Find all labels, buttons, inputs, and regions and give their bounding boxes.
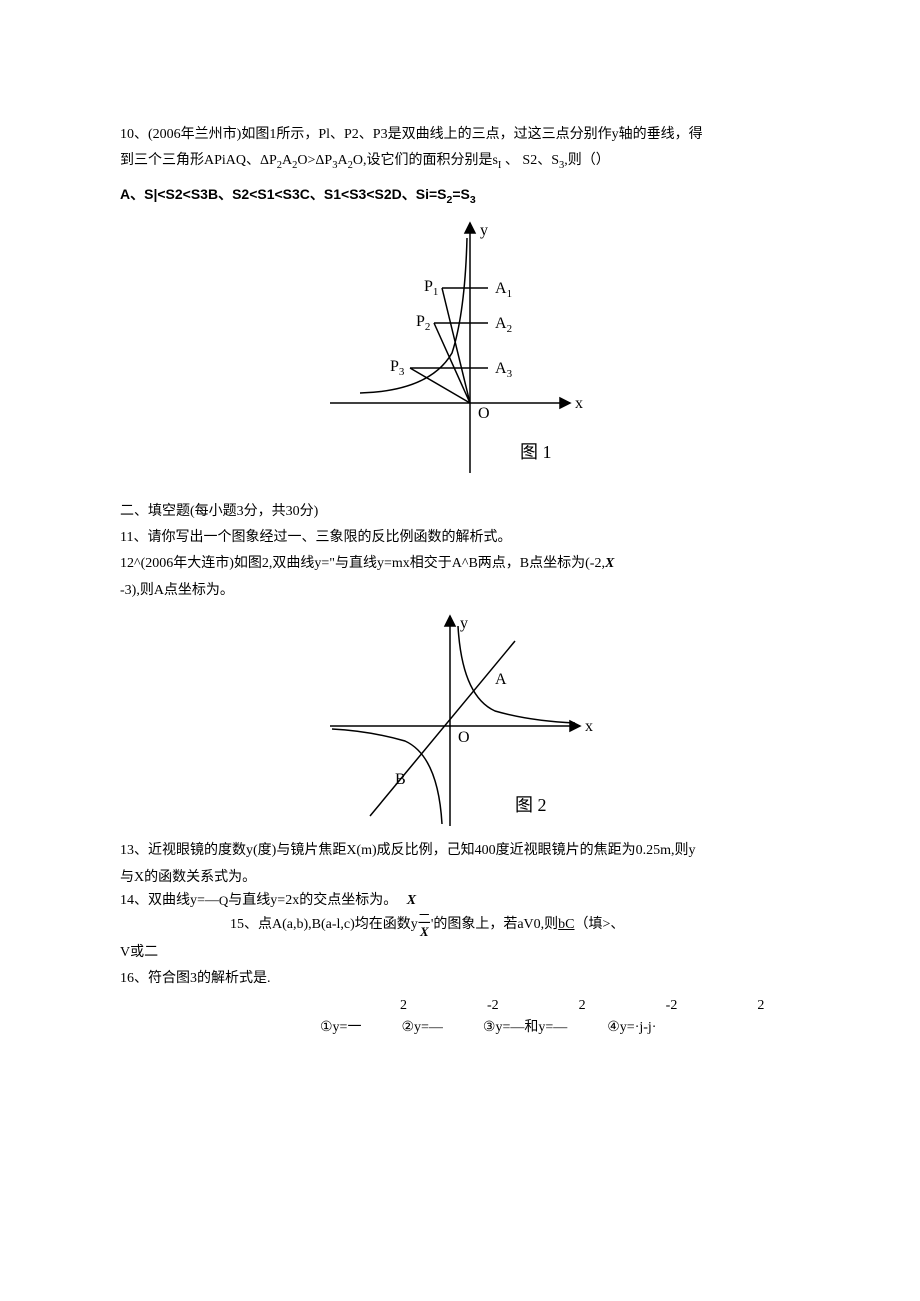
figure-1-container: y x O P1 P2 P3 A1 A2 A3 图 1 bbox=[120, 213, 800, 483]
q10-l2-c: O>ΔP bbox=[297, 153, 332, 168]
q15-c: （填>、 bbox=[575, 917, 625, 932]
q10-l2-e: O,设它们的面积分别是s bbox=[353, 153, 498, 168]
q14-frac: Q bbox=[219, 894, 228, 907]
q10-line1: 10、(2006年兰州市)如图1所示，Pl、P2、P3是双曲线上的三点，过这三点… bbox=[120, 124, 800, 146]
q10-l2-a: 到三个三角形APiAQ、ΔP bbox=[120, 153, 277, 168]
q16-tn-1: -2 bbox=[487, 995, 499, 1017]
q16-opt1: ①y=一 bbox=[320, 1017, 361, 1039]
q13-line1: 13、近视眼镜的度数y(度)与镜片焦距X(m)成反比例，己知400度近视眼镜片的… bbox=[120, 840, 800, 862]
q10-opt-a: A、S bbox=[120, 186, 153, 202]
fig2-y-label: y bbox=[460, 615, 468, 632]
q10-l2-d: A bbox=[337, 153, 347, 168]
q10-opt-b: |<S2<S3B、S2<S1<S3C、S1<S3<S2D、Si=S bbox=[153, 186, 446, 202]
q10-l2-b: A bbox=[282, 153, 292, 168]
q16-options-block: 2 -2 2 -2 2 ①y=一 ②y=— ③y=—和y=— ④y=·j-j· bbox=[320, 995, 800, 1040]
fig2-O-label: O bbox=[458, 729, 470, 746]
fig2-B-label: B bbox=[395, 771, 406, 788]
q13-line2: 与X的函数关系式为。 bbox=[120, 867, 800, 889]
q12-l1-text: 12^(2006年大连市)如图2,双曲线y="与直线y=mx相交于A^B两点，B… bbox=[120, 556, 605, 571]
fig1-caption: 图 1 bbox=[520, 442, 552, 462]
fig1-A2: A2 bbox=[495, 315, 512, 335]
figure-2: y x O A B 图 2 bbox=[310, 606, 610, 836]
q16-topnums: 2 -2 2 -2 2 bbox=[320, 995, 800, 1017]
q14-x: X bbox=[407, 893, 416, 908]
q15: 15、点A(a,b),B(a-l,c)均在函数y二X'的图象上，若aV0,则bC… bbox=[120, 912, 800, 938]
q16-options-row: ①y=一 ②y=— ③y=—和y=— ④y=·j-j· bbox=[320, 1017, 800, 1039]
q10-line2: 到三个三角形APiAQ、ΔP2A2O>ΔP3A2O,设它们的面积分别是sI 、 … bbox=[120, 150, 800, 175]
q10-l2-f: 、 S2、S bbox=[501, 153, 559, 168]
fig1-P3: P3 bbox=[390, 358, 405, 378]
fig2-caption: 图 2 bbox=[515, 795, 547, 815]
fig1-O-label: O bbox=[478, 405, 490, 422]
figure-1: y x O P1 P2 P3 A1 A2 A3 图 1 bbox=[320, 213, 600, 483]
q14-mid: 与直线y=2x的交点坐标为。 bbox=[228, 893, 397, 908]
q12-line2: -3),则A点坐标为。 bbox=[120, 580, 800, 602]
q10-l2-g: ,则（） bbox=[564, 153, 610, 168]
q12-l1-x: X bbox=[605, 556, 614, 571]
fig1-y-label: y bbox=[480, 222, 488, 239]
q16-tn-4: 2 bbox=[757, 995, 764, 1017]
q16-opt2: ②y=— bbox=[401, 1017, 442, 1039]
q15-b: '的图象上，若aV0,则 bbox=[431, 917, 558, 932]
q15-under: bC bbox=[558, 917, 574, 932]
q15-frac-num: 二 bbox=[418, 912, 431, 925]
q16-opt4: ④y=·j-j· bbox=[607, 1017, 656, 1039]
q16-opt3: ③y=—和y=— bbox=[483, 1017, 567, 1039]
q10-options: A、S|<S2<S3B、S2<S1<S3C、S1<S3<S2D、Si=S2=S3 bbox=[120, 183, 800, 209]
q11: 11、请你写出一个图象经过一、三象限的反比例函数的解析式。 bbox=[120, 527, 800, 549]
fig1-A1: A1 bbox=[495, 280, 512, 300]
fig1-A3: A3 bbox=[495, 360, 513, 380]
q14: 14、双曲线y=—Q与直线y=2x的交点坐标为。 X bbox=[120, 893, 800, 910]
q14-left: 14、双曲线y=— bbox=[120, 893, 219, 908]
q16-tn-2: 2 bbox=[579, 995, 586, 1017]
q15-line2: V或二 bbox=[120, 942, 800, 964]
q15-frac: 二X bbox=[418, 912, 431, 938]
q16-tn-0: 2 bbox=[400, 995, 407, 1017]
fig2-x-label: x bbox=[585, 718, 593, 735]
q10-opt-c: =S bbox=[452, 186, 470, 202]
fig2-A-label: A bbox=[495, 671, 507, 688]
q10-opt-s2: 3 bbox=[470, 194, 476, 206]
figure-2-container: y x O A B 图 2 bbox=[120, 606, 800, 836]
q15-frac-den: X bbox=[418, 925, 431, 938]
q12-line1: 12^(2006年大连市)如图2,双曲线y="与直线y=mx相交于A^B两点，B… bbox=[120, 553, 800, 575]
q16-tn-3: -2 bbox=[666, 995, 678, 1017]
q15-a: 15、点A(a,b),B(a-l,c)均在函数y bbox=[230, 917, 418, 932]
fig1-P2: P2 bbox=[416, 313, 430, 333]
fig1-P1: P1 bbox=[424, 278, 438, 298]
section-2-title: 二、填空题(每小题3分，共30分) bbox=[120, 501, 800, 523]
q16: 16、符合图3的解析式是. bbox=[120, 968, 800, 990]
fig1-x-label: x bbox=[575, 395, 583, 412]
q14-frac-num: Q bbox=[219, 894, 228, 907]
